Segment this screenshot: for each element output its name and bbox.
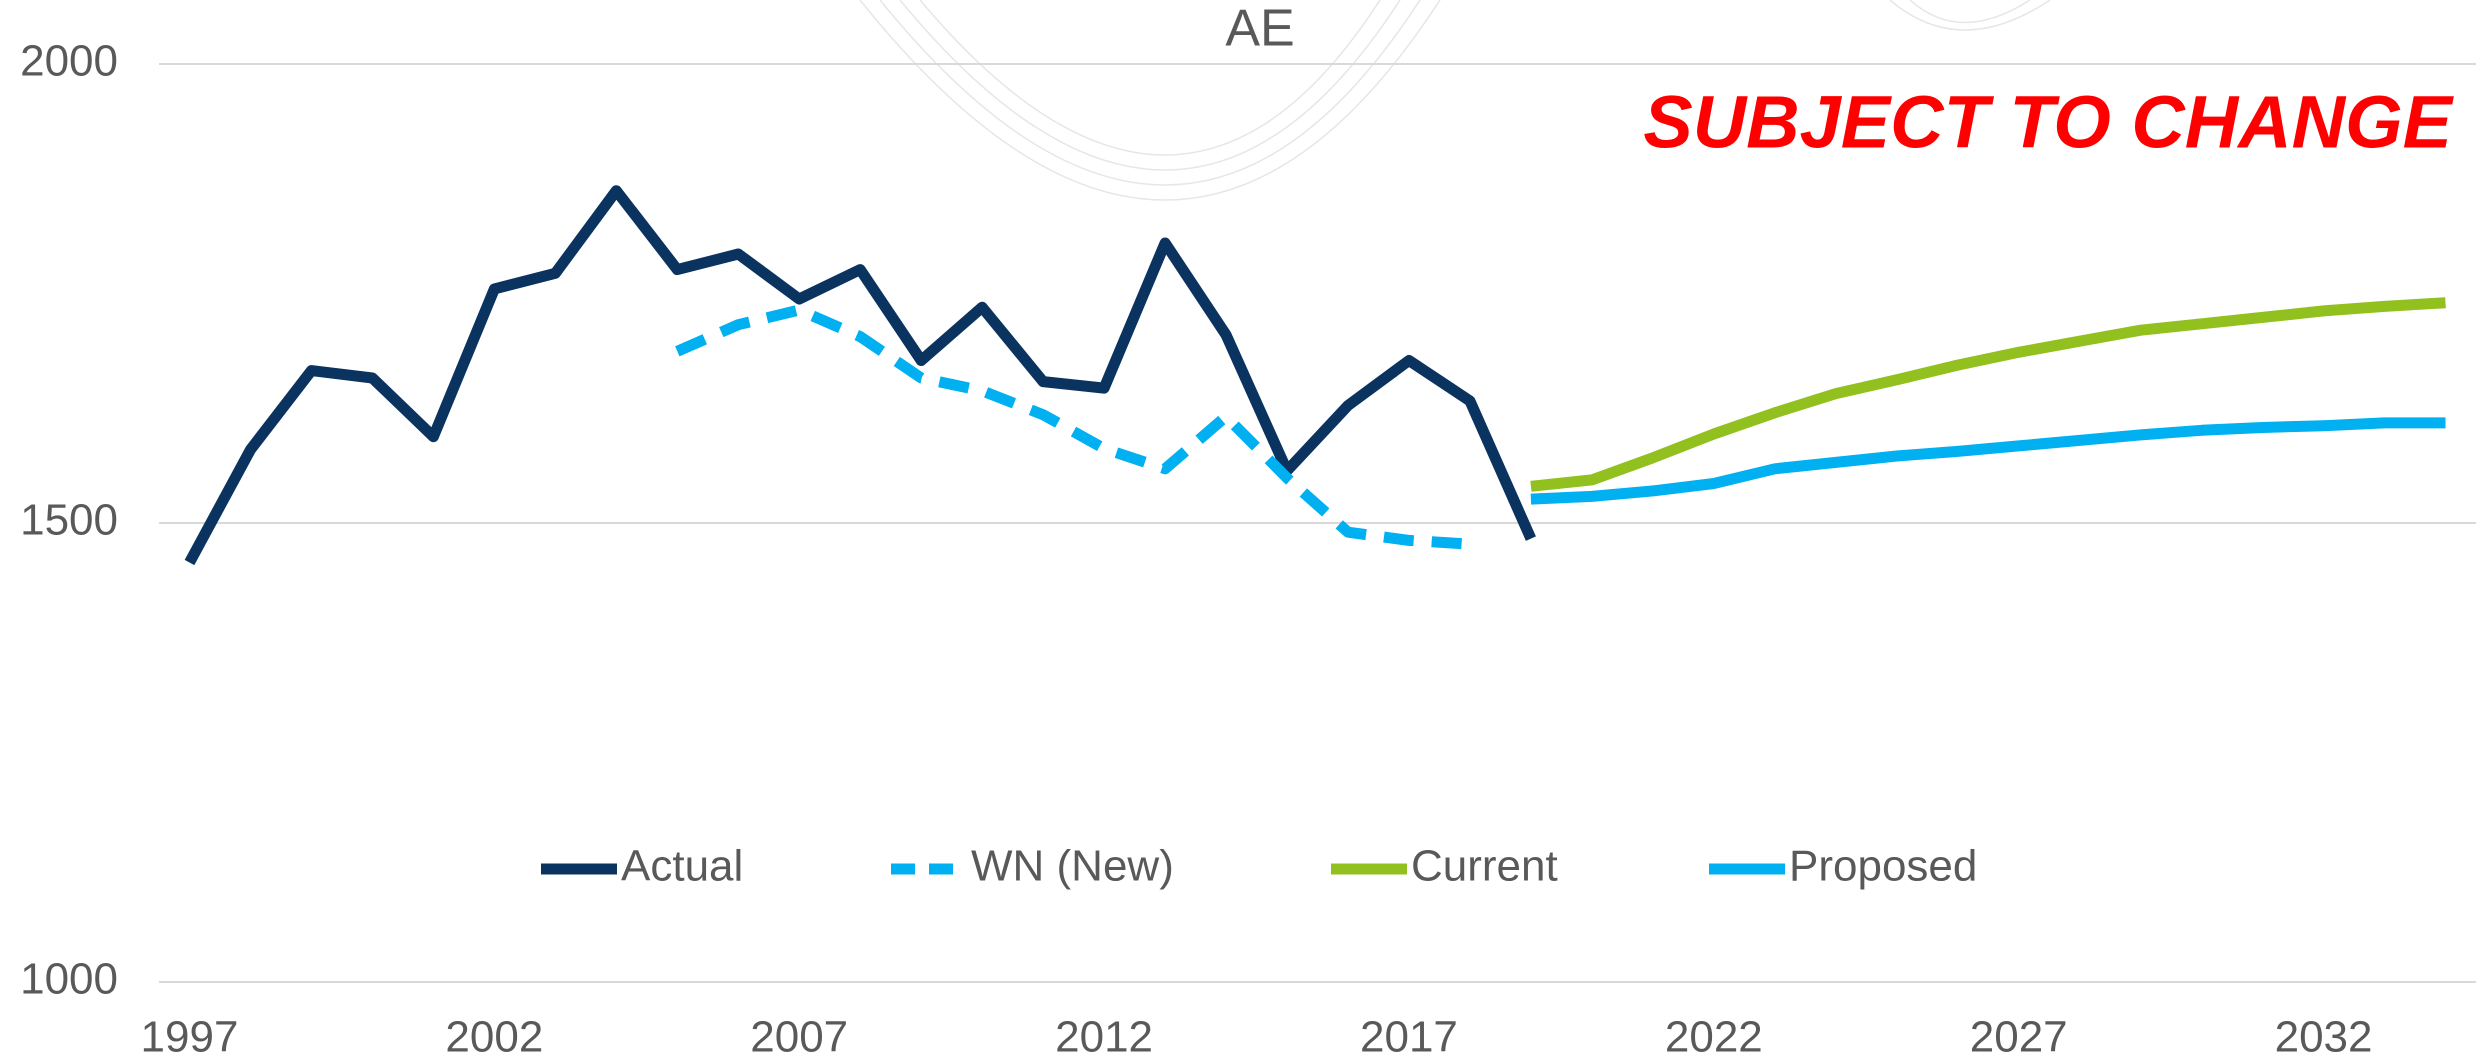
chart-title: AE <box>1225 0 1294 58</box>
annotation: SUBJECT TO CHANGE <box>1643 81 2454 164</box>
line-series <box>675 304 1471 550</box>
legend-label: Proposed <box>1789 842 1977 891</box>
y-tick-label: 1500 <box>20 496 118 545</box>
legend-label: Current <box>1411 842 1558 891</box>
x-tick-label: 2002 <box>445 1013 543 1059</box>
legend-label: Actual <box>621 842 743 891</box>
x-tick-label: 2027 <box>1970 1013 2068 1059</box>
line-series <box>184 185 1536 566</box>
x-tick-label: 2032 <box>2275 1013 2373 1059</box>
line-series <box>1530 417 2446 505</box>
x-tick-label: 2012 <box>1055 1013 1153 1059</box>
x-tick-label: 1997 <box>141 1013 239 1059</box>
line-series <box>1530 297 2446 492</box>
y-tick-label: 1000 <box>20 955 118 1004</box>
x-tick-label: 2022 <box>1665 1013 1763 1059</box>
x-tick-label: 2017 <box>1360 1013 1458 1059</box>
x-tick-label: 2007 <box>750 1013 848 1059</box>
y-tick-label: 2000 <box>20 37 118 86</box>
background-decoration <box>859 0 2051 201</box>
legend-label: WN (New) <box>971 842 1174 891</box>
